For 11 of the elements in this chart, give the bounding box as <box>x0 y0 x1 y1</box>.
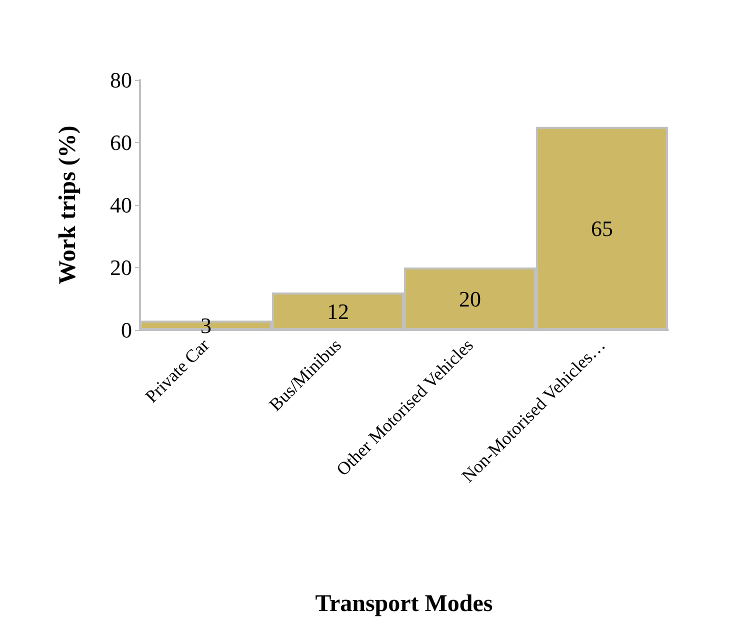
y-tick-label: 40 <box>110 192 132 218</box>
y-tick-label: 20 <box>110 255 132 280</box>
data-label: 12 <box>327 298 349 324</box>
y-axis-title: Work trips (%) <box>55 126 81 284</box>
data-label: 65 <box>591 216 613 241</box>
y-tick-label: 0 <box>121 318 132 342</box>
y-tick-label: 60 <box>110 130 132 155</box>
x-axis-title: Transport Modes <box>315 591 493 617</box>
y-tick-label: 80 <box>110 68 132 92</box>
data-label: 3 <box>200 312 212 338</box>
data-label: 20 <box>459 286 481 312</box>
